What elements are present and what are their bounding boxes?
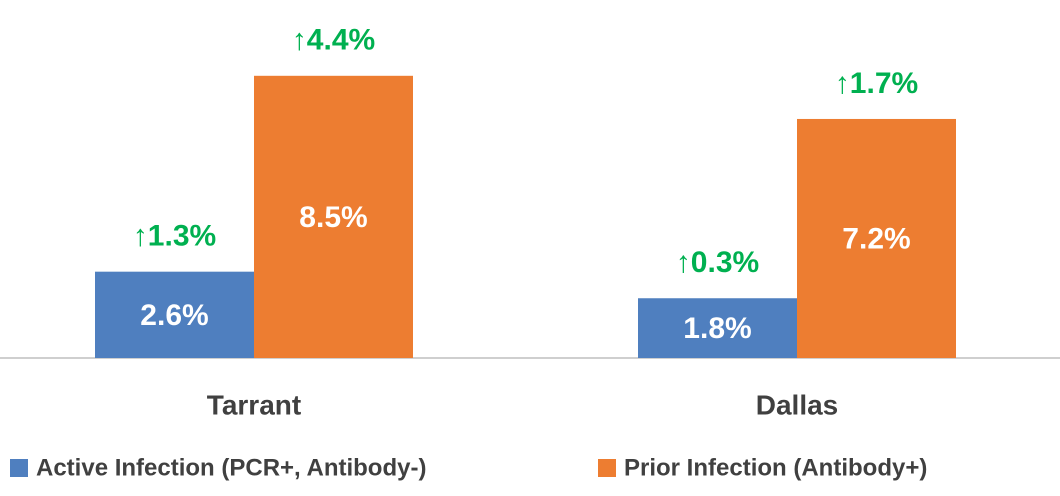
- legend-label: Prior Infection (Antibody+): [624, 454, 927, 481]
- change-label: ↑1.3%: [133, 220, 216, 253]
- x-tick-label: Dallas: [756, 389, 839, 420]
- bar: [638, 298, 797, 358]
- change-label: ↑1.7%: [835, 67, 918, 100]
- bar: [95, 271, 254, 358]
- x-tick-label: Tarrant: [207, 389, 301, 420]
- value-label: 8.5%: [299, 201, 367, 234]
- legend-swatch: [10, 459, 28, 477]
- bar: [797, 118, 956, 359]
- change-label: ↑4.4%: [292, 24, 375, 57]
- change-label: ↑0.3%: [676, 246, 759, 279]
- value-label: 7.2%: [842, 222, 910, 255]
- legend-label: Active Infection (PCR+, Antibody-): [36, 454, 426, 481]
- value-label: 2.6%: [140, 299, 208, 332]
- value-label: 1.8%: [683, 312, 751, 345]
- bar: [254, 75, 413, 359]
- legend-swatch: [598, 459, 616, 477]
